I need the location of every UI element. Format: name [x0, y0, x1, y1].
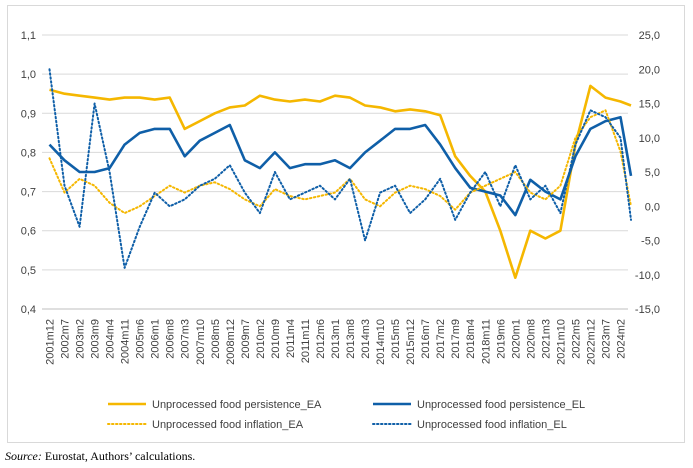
right-tick-label: 20,0 [639, 64, 660, 76]
x-tick-label: 2017m9 [450, 319, 462, 359]
x-tick-label: 2002m7 [60, 319, 72, 359]
x-tick-label: 2007m10 [195, 319, 207, 365]
legend-label: Unprocessed food persistence_EL [417, 399, 585, 411]
x-tick-label: 2010m2 [255, 319, 267, 359]
series-line-2 [48, 115, 633, 217]
x-tick-label: 2004m4 [105, 319, 117, 359]
series-lines [48, 68, 633, 280]
right-tick-label: 15,0 [639, 99, 660, 111]
left-tick-label: 0,5 [21, 265, 36, 277]
legend-label: Unprocessed food inflation_EA [152, 419, 304, 431]
left-tick-label: 0,6 [21, 226, 36, 238]
left-tick-label: 0,9 [21, 108, 36, 120]
x-tick-label: 2017m2 [435, 319, 447, 359]
x-tick-label: 2010m9 [270, 319, 282, 359]
legend-label: Unprocessed food inflation_EL [417, 419, 567, 431]
legend: Unprocessed food persistence_EA Unprocess… [107, 399, 585, 431]
x-tick-label: 2004m11 [120, 319, 132, 364]
x-tick-label: 2022m12 [585, 319, 597, 365]
series-line-3 [48, 109, 632, 215]
left-tick-label: 1,0 [21, 69, 36, 81]
x-tick-label: 2013m8 [345, 319, 357, 359]
x-tick-label: 2016m7 [420, 319, 432, 359]
x-tick-label: 2015m12 [405, 319, 417, 365]
right-tick-label: 10,0 [639, 133, 660, 145]
x-tick-label: 2008m5 [210, 319, 222, 359]
x-tick-label: 2003m9 [90, 319, 102, 359]
x-tick-label: 2006m8 [165, 319, 177, 359]
x-tick-label: 2013m1 [330, 319, 342, 359]
x-tick-label: 2020m8 [525, 319, 537, 359]
left-tick-label: 1,1 [21, 30, 36, 42]
x-tick-label: 2024m2 [615, 319, 627, 359]
right-axis-ticks: -15,0 -10,0 -5,0 0,0 5,0 10,0 15,0 20,0 25,0 [635, 30, 660, 316]
source-label: Source: [5, 449, 42, 463]
legend-label: Unprocessed food persistence_EA [152, 399, 322, 411]
x-tick-label: 2006m1 [150, 319, 162, 359]
x-tick-label: 2008m12 [225, 319, 237, 365]
left-tick-label: 0,7 [21, 187, 36, 199]
right-tick-label: -5,0 [641, 236, 660, 248]
series-line-1 [49, 84, 632, 280]
chart-frame [7, 5, 685, 443]
x-tick-label: 2012m6 [315, 319, 327, 359]
x-axis-ticks: 2001m12 2002m7 2003m2 2003m9 2004m4 2004m11 20… [45, 319, 628, 365]
x-tick-label: 2007m3 [180, 319, 192, 359]
x-tick-label: 2023m7 [600, 319, 612, 359]
x-tick-label: 2011m11 [300, 319, 312, 363]
x-tick-label: 2021m10 [555, 319, 567, 365]
x-tick-label: 2015m5 [390, 319, 402, 359]
line-chart: 0,4 0,5 0,6 0,7 0,8 0,9 1,0 1,1 -15,0 -10,0 -5,0 0… [21, 30, 660, 431]
x-tick-label: 2014m10 [375, 319, 387, 365]
x-tick-label: 2021m3 [540, 319, 552, 359]
right-tick-label: 0,0 [645, 201, 660, 213]
left-tick-label: 0,4 [21, 304, 36, 316]
source-text: Eurostat, Authors’ calculations. [41, 449, 196, 463]
x-tick-label: 2022m5 [570, 319, 582, 359]
x-tick-label: 2018m11 [480, 319, 492, 364]
x-tick-label: 2018m4 [465, 319, 477, 359]
right-tick-label: 25,0 [639, 30, 660, 42]
x-tick-label: 2019m6 [495, 319, 507, 359]
left-axis-ticks: 0,4 0,5 0,6 0,7 0,8 0,9 1,0 1,1 [21, 30, 36, 316]
series-line-4 [48, 68, 632, 269]
x-tick-label: 2003m2 [75, 319, 87, 359]
x-tick-label: 2005m6 [135, 319, 147, 359]
x-tick-label: 2014m3 [360, 319, 372, 359]
x-tick-label: 2001m12 [45, 319, 57, 365]
right-tick-label: -15,0 [635, 304, 660, 316]
right-tick-label: 5,0 [645, 167, 660, 179]
right-tick-label: -10,0 [635, 270, 660, 282]
x-tick-label: 2020m1 [510, 319, 522, 359]
source-note: Source: Eurostat, Authors’ calculations. [5, 449, 195, 464]
left-tick-label: 0,8 [21, 147, 36, 159]
x-tick-label: 2009m7 [240, 319, 252, 359]
x-tick-label: 2011m4 [285, 319, 297, 358]
